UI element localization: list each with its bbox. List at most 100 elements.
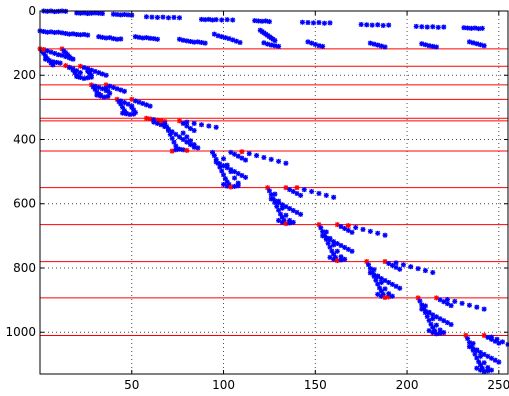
data-point-d2: [239, 173, 245, 178]
data-point-d2: [320, 233, 326, 239]
data-point-d2: [235, 153, 241, 159]
data-point-d2: [441, 330, 447, 335]
data-point-d2: [235, 171, 241, 176]
data-point: [437, 327, 443, 333]
x-tick-label: 150: [304, 378, 327, 392]
data-point-d2: [331, 242, 337, 248]
data-point: [488, 334, 494, 340]
data-point-d2: [305, 20, 311, 25]
data-point: [165, 126, 171, 132]
data-point-d2: [272, 43, 278, 49]
data-point-d2: [133, 34, 138, 40]
data-point: [149, 14, 155, 20]
data-point-d2: [125, 101, 131, 107]
data-point: [426, 309, 432, 315]
data-point-d2: [393, 283, 399, 289]
data-point-d2: [278, 211, 283, 217]
data-point-d2: [445, 301, 450, 307]
data-point-d2: [72, 70, 78, 76]
data-point: [107, 90, 113, 96]
data-point-d2: [111, 36, 116, 42]
data-point: [180, 130, 186, 136]
data-point: [66, 65, 72, 71]
data-point: [191, 128, 197, 134]
data-point: [477, 42, 483, 48]
scatter-points: [37, 8, 509, 374]
data-point: [417, 298, 423, 304]
data-point: [382, 259, 388, 265]
data-point-d2: [378, 43, 384, 49]
data-point-d2: [111, 85, 116, 90]
data-point-d2: [377, 285, 382, 291]
data-point: [265, 41, 271, 47]
data-point-d2: [232, 169, 237, 175]
data-point: [316, 190, 322, 196]
data-point-d2: [268, 157, 274, 162]
data-point: [162, 124, 168, 130]
data-point-d2: [478, 350, 483, 355]
data-point-d2: [329, 248, 335, 254]
data-point-d2: [239, 155, 245, 161]
data-point-d2: [441, 318, 447, 324]
data-point-d2: [485, 365, 491, 370]
data-point-d2: [272, 38, 278, 43]
data-point-d2: [254, 153, 259, 158]
data-point-d2: [114, 96, 120, 102]
data-point-d2: [467, 344, 472, 350]
data-point-d2: [430, 270, 436, 275]
data-point: [147, 103, 153, 109]
data-point-d2: [177, 146, 182, 152]
data-point-d2: [342, 256, 348, 262]
data-point-d2: [66, 31, 72, 37]
data-point: [187, 138, 193, 144]
data-point-d2: [52, 9, 58, 15]
data-point-d2: [195, 145, 201, 151]
data-point-d2: [265, 185, 270, 191]
data-point-d2: [81, 65, 87, 70]
data-point-d2: [259, 18, 265, 24]
data-point-d2: [133, 98, 138, 104]
data-point: [224, 162, 230, 168]
data-point-d2: [474, 304, 480, 310]
data-point-d2: [367, 266, 373, 272]
data-point: [386, 291, 392, 297]
data-point: [305, 20, 311, 26]
data-point-d2: [184, 148, 190, 153]
data-point-d2: [342, 226, 348, 231]
data-point-d2: [52, 51, 58, 56]
data-point-d2: [371, 272, 377, 278]
data-point-d2: [131, 107, 136, 113]
data-point-d2: [294, 210, 300, 215]
data-point-d2: [246, 151, 252, 157]
data-point: [222, 35, 228, 41]
data-point-d2: [70, 31, 76, 37]
data-point: [184, 134, 190, 140]
data-point-d2: [92, 69, 98, 74]
data-point: [230, 17, 236, 23]
data-point-d2: [279, 219, 285, 225]
data-point: [375, 230, 381, 236]
data-point-d2: [309, 189, 315, 194]
data-point-d2: [267, 188, 272, 194]
data-point-d2: [96, 34, 102, 40]
data-point-d2: [496, 359, 502, 365]
data-point: [261, 154, 267, 160]
data-point: [371, 267, 377, 273]
data-point-d2: [474, 365, 480, 371]
data-point-d2: [59, 52, 65, 58]
data-point-d2: [46, 58, 52, 63]
data-point-d2: [233, 38, 239, 44]
data-point-d2: [213, 17, 219, 23]
data-point: [276, 198, 282, 204]
data-point: [318, 225, 324, 231]
data-point-d2: [129, 96, 135, 102]
data-point: [338, 254, 344, 260]
data-point: [228, 169, 234, 175]
data-point: [342, 256, 348, 262]
data-point-d2: [445, 320, 450, 325]
data-point: [466, 39, 472, 45]
data-point-d2: [144, 102, 149, 108]
data-point-d2: [481, 333, 487, 338]
data-point: [320, 43, 326, 49]
data-point-d2: [375, 22, 381, 28]
